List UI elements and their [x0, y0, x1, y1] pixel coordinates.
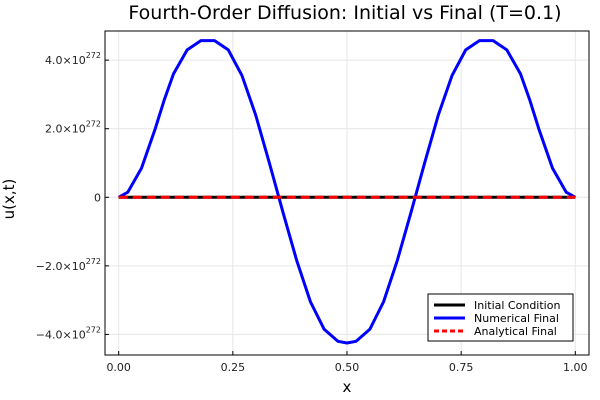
y-tick-mantissa: −2.0×10	[36, 260, 86, 273]
x-tick-label: 0.00	[106, 361, 131, 374]
x-axis-ticks: 0.00 0.25 0.50 0.75 1.00	[106, 351, 588, 374]
y-tick-mantissa: −4.0×10	[36, 328, 86, 341]
y-tick-exponent: 272	[86, 120, 101, 129]
legend-label: Analytical Final	[474, 325, 557, 338]
x-tick-label: 0.75	[449, 361, 474, 374]
x-axis-title: x	[343, 378, 352, 396]
y-tick-label: 4.0×10272	[45, 51, 101, 67]
y-tick-exponent: 272	[86, 325, 101, 334]
y-tick-mantissa: 4.0×10	[45, 54, 86, 67]
series-line-numerical-final	[117, 39, 577, 345]
legend-label: Initial Condition	[474, 299, 560, 312]
y-tick-mantissa: 2.0×10	[45, 123, 86, 136]
x-tick-label: 0.25	[221, 361, 246, 374]
x-tick-label: 1.00	[563, 361, 588, 374]
series-layer	[117, 39, 577, 345]
y-tick-label: −2.0×10272	[36, 257, 101, 273]
y-axis-title: u(x,t)	[0, 179, 18, 220]
y-tick-label: 0	[94, 191, 101, 204]
y-tick-exponent: 272	[86, 51, 101, 60]
chart-title: Fourth-Order Diffusion: Initial vs Final…	[128, 2, 561, 24]
y-tick-label: −4.0×10272	[36, 325, 101, 341]
legend-label: Numerical Final	[474, 312, 559, 325]
x-tick-label: 0.50	[335, 361, 360, 374]
y-tick-exponent: 272	[86, 257, 101, 266]
y-tick-label: 2.0×10272	[45, 120, 101, 136]
